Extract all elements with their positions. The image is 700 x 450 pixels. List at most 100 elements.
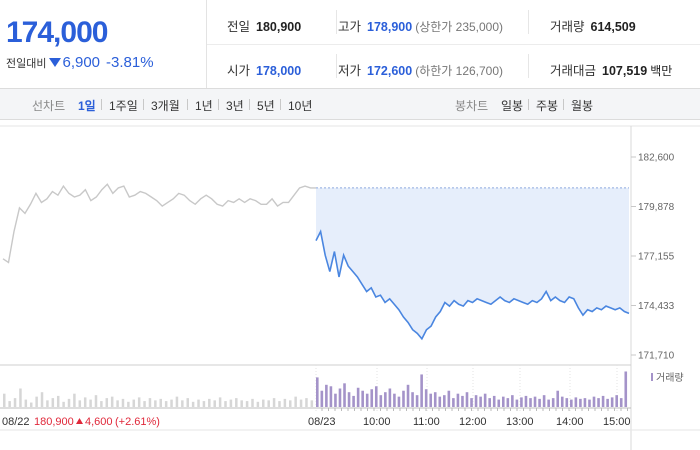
today-volume-bar: [624, 371, 628, 407]
stat-value: 180,900: [256, 20, 302, 34]
tab-separator: [101, 99, 102, 110]
today-volume-bar: [542, 395, 546, 407]
y-tick-label: 171,710: [638, 351, 675, 362]
today-volume-bar: [515, 399, 519, 407]
today-fill-area: [316, 187, 629, 339]
prev-volume-bar: [240, 400, 243, 407]
prev-volume-bar: [299, 399, 303, 407]
x-tick-label: 12:00: [459, 416, 487, 428]
prev-volume-bar: [294, 396, 297, 407]
prev-day-close: 180,900: [34, 416, 74, 428]
today-volume-bar: [447, 390, 451, 407]
tab-monthly-candle[interactable]: 월봉: [571, 99, 594, 113]
today-volume-bar: [583, 398, 587, 407]
prev-volume-bar: [159, 398, 162, 407]
x-tick-label: 08/23: [308, 416, 336, 428]
prev-volume-bar: [164, 401, 168, 407]
tab-3year[interactable]: 3년: [226, 99, 244, 113]
change-row: 전일대비 6,900 -3.81%: [6, 54, 154, 71]
prev-volume-bar: [170, 399, 173, 407]
today-volume-bar: [433, 392, 437, 407]
today-volume-bar: [492, 395, 496, 407]
today-volume-bar: [411, 392, 414, 407]
prev-volume-bar: [218, 397, 222, 407]
x-tick-label: 15:00: [603, 416, 631, 428]
today-volume-bar: [420, 374, 423, 407]
stat-divider: [528, 54, 529, 78]
today-volume-bar: [325, 384, 328, 407]
today-volume-bar: [320, 390, 324, 407]
prev-volume-bar: [110, 396, 114, 407]
stat-divider: [336, 10, 337, 34]
tab-1day[interactable]: 1일: [78, 99, 96, 113]
tab-separator: [249, 99, 250, 110]
today-volume-bar: [374, 386, 378, 407]
stat-volume: 거래량 614,509: [550, 16, 636, 35]
tab-1year[interactable]: 1년: [195, 99, 213, 113]
today-volume-bar: [529, 398, 532, 407]
prev-volume-bar: [13, 398, 17, 407]
prev-volume-bar: [289, 400, 292, 407]
prev-volume-bar: [51, 398, 55, 407]
today-volume-bar: [402, 390, 405, 407]
prev-volume-bar: [213, 400, 216, 407]
tab-daily-candle[interactable]: 일봉: [501, 99, 524, 113]
stat-low: 저가 172,600 (하한가 126,700): [338, 60, 503, 79]
today-volume-bar: [506, 398, 510, 407]
prev-volume-bar: [73, 393, 76, 407]
today-volume-bar: [538, 398, 541, 407]
prev-volume-bar: [202, 401, 206, 407]
quote-panel: 174,000 전일대비 6,900 -3.81% 전일 180,900 고가 178,…: [0, 0, 700, 89]
tab-separator: [528, 99, 529, 110]
tab-1week[interactable]: 1주일: [109, 99, 138, 113]
today-volume-bar: [461, 395, 464, 407]
prev-volume-bar: [83, 397, 87, 407]
prev-volume-bar: [229, 399, 233, 407]
x-tick-label: 10:00: [363, 416, 391, 428]
prev-volume-bar: [105, 398, 109, 407]
prev-volume-bar: [283, 398, 287, 407]
today-volume-bar: [474, 395, 478, 407]
stat-open: 시가 178,000: [227, 60, 301, 79]
prev-volume-bar: [121, 398, 125, 407]
stat-high: 고가 178,900 (상한가 235,000): [338, 16, 503, 35]
tab-5year[interactable]: 5년: [257, 99, 275, 113]
stat-label: 전일: [227, 20, 251, 34]
tab-separator: [563, 99, 564, 110]
today-volume-bar: [619, 398, 623, 407]
stat-sub: (하한가 126,700): [415, 64, 504, 78]
prev-volume-bar: [127, 401, 130, 407]
tab-weekly-candle[interactable]: 주봉: [536, 99, 559, 113]
prev-volume-bar: [40, 392, 44, 407]
today-volume-bar: [361, 390, 364, 407]
today-volume-bar: [547, 399, 550, 407]
today-volume-bar: [406, 384, 410, 407]
y-tick-label: 179,878: [638, 202, 675, 213]
prev-volume-bar: [100, 401, 103, 407]
today-volume-bar: [334, 393, 337, 407]
stat-value: 614,509: [590, 20, 636, 34]
stat-label: 고가: [338, 20, 362, 34]
today-volume-bar: [615, 395, 618, 407]
tab-3month[interactable]: 3개월: [151, 99, 180, 113]
today-volume-bar: [470, 398, 473, 407]
tab-10year[interactable]: 10년: [288, 99, 313, 113]
prev-volume-bar: [208, 398, 211, 407]
today-volume-bar: [533, 396, 537, 407]
prev-day-change-percent: (+2.61%): [115, 416, 160, 428]
x-tick-label: 13:00: [506, 416, 534, 428]
today-volume-bar: [352, 395, 355, 407]
prev-volume-bar: [272, 398, 276, 407]
volume-legend-swatch: [651, 373, 653, 381]
candle-chart-label: 봉차트: [455, 99, 489, 113]
today-volume-bar: [415, 395, 419, 407]
stat-divider: [336, 54, 337, 78]
today-volume-bar: [556, 390, 560, 407]
change-percent: -3.81%: [106, 54, 154, 71]
stat-divider: [528, 10, 529, 34]
today-volume-bar: [316, 377, 319, 407]
tab-separator: [280, 99, 281, 110]
stat-label: 시가: [227, 64, 251, 78]
today-volume-bar: [370, 389, 374, 407]
